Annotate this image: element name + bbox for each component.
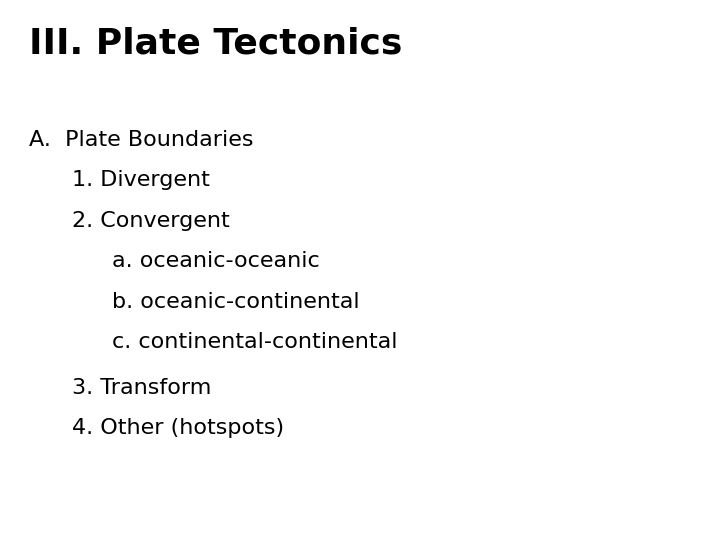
Text: c. continental-continental: c. continental-continental bbox=[112, 332, 397, 352]
Text: A.  Plate Boundaries: A. Plate Boundaries bbox=[29, 130, 253, 150]
Text: a. oceanic-oceanic: a. oceanic-oceanic bbox=[112, 251, 320, 271]
Text: b. oceanic-continental: b. oceanic-continental bbox=[112, 292, 359, 312]
Text: III. Plate Tectonics: III. Plate Tectonics bbox=[29, 27, 402, 61]
Text: 3. Transform: 3. Transform bbox=[72, 378, 212, 398]
Text: 2. Convergent: 2. Convergent bbox=[72, 211, 230, 231]
Text: 1. Divergent: 1. Divergent bbox=[72, 170, 210, 190]
Text: 4. Other (hotspots): 4. Other (hotspots) bbox=[72, 418, 284, 438]
